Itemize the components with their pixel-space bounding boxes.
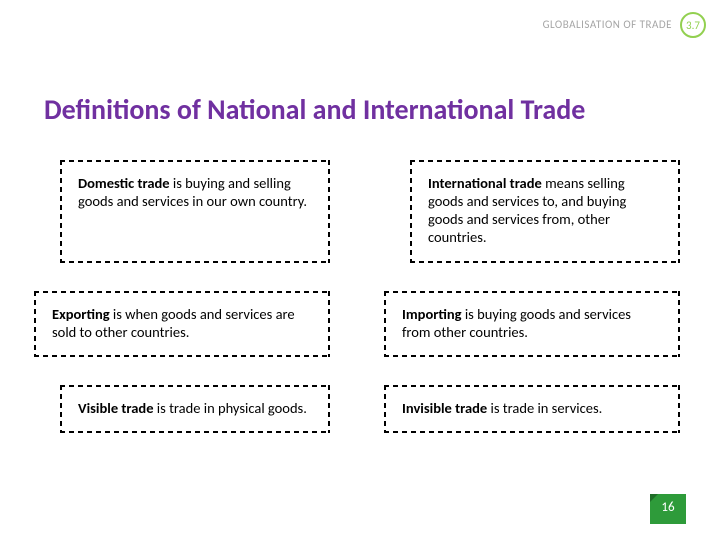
page-title: Definitions of National and Internationa… xyxy=(44,92,585,127)
term: Invisible trade xyxy=(402,399,487,417)
page-number: 16 xyxy=(650,488,686,524)
card-visible: Visible trade is trade in physical goods… xyxy=(60,385,330,433)
card-invisible: Invisible trade is trade in services. xyxy=(384,385,680,433)
card-text: Invisible trade is trade in services. xyxy=(402,399,662,417)
card-importing: Importing is buying goods and services f… xyxy=(384,291,680,357)
definition: is trade in physical goods. xyxy=(154,399,307,417)
term: International trade xyxy=(428,174,542,192)
term: Exporting xyxy=(52,305,110,323)
definitions-grid: Domestic trade is buying and selling goo… xyxy=(40,160,680,433)
section-code-badge: 3.7 xyxy=(680,12,706,38)
card-text: Importing is buying goods and services f… xyxy=(402,305,662,341)
card-text: International trade means selling goods … xyxy=(428,174,662,247)
header-section-label: GLOBALISATION OF TRADE xyxy=(543,18,672,31)
card-exporting: Exporting is when goods and services are… xyxy=(34,291,330,357)
term: Domestic trade xyxy=(78,174,170,192)
definition: is trade in services. xyxy=(487,399,602,417)
term: Visible trade xyxy=(78,399,154,417)
card-international: International trade means selling goods … xyxy=(410,160,680,263)
term: Importing xyxy=(402,305,462,323)
card-text: Exporting is when goods and services are… xyxy=(52,305,312,341)
page-number-badge: 16 xyxy=(650,488,686,524)
card-text: Visible trade is trade in physical goods… xyxy=(78,399,312,417)
card-text: Domestic trade is buying and selling goo… xyxy=(78,174,312,210)
card-domestic: Domestic trade is buying and selling goo… xyxy=(60,160,330,263)
